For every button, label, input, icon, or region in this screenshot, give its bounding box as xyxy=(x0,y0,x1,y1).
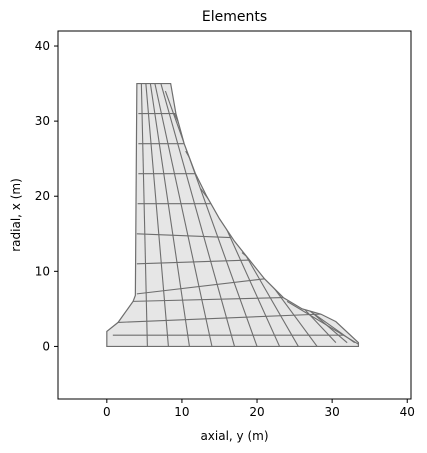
mesh-edge xyxy=(149,83,190,347)
mesh-edge xyxy=(286,300,359,345)
mesh-edge xyxy=(140,83,148,347)
x-tick-label: 0 xyxy=(103,405,111,419)
mesh-edge xyxy=(118,313,321,323)
mesh-layer xyxy=(106,82,360,348)
mesh-edge xyxy=(136,233,231,239)
mesh-edge xyxy=(164,90,258,347)
mesh-edge xyxy=(145,83,169,347)
chart-title: Elements xyxy=(202,9,267,25)
mesh-edge-group xyxy=(112,83,359,347)
mesh-boundary xyxy=(106,82,360,348)
x-axis-label: axial, y (m) xyxy=(200,429,268,443)
x-tick-label: 20 xyxy=(249,405,264,419)
y-tick-label: 30 xyxy=(35,114,50,128)
mesh-edge xyxy=(160,83,236,347)
mesh-edge xyxy=(154,83,213,347)
plot-frame xyxy=(57,30,412,400)
y-tick-label: 20 xyxy=(35,189,50,203)
mesh-edge xyxy=(136,278,265,295)
y-axis-label: radial, x (m) xyxy=(9,178,23,252)
y-tick-label: 10 xyxy=(35,264,50,278)
x-tick-label: 30 xyxy=(324,405,339,419)
x-tick-label: 10 xyxy=(174,405,189,419)
axes-layer: 0 10 20 30 40 0 10 20 30 40 xyxy=(35,30,415,419)
y-tick-label: 0 xyxy=(42,339,50,353)
y-tick-label: 40 xyxy=(35,39,50,53)
x-tick-label: 40 xyxy=(400,405,415,419)
